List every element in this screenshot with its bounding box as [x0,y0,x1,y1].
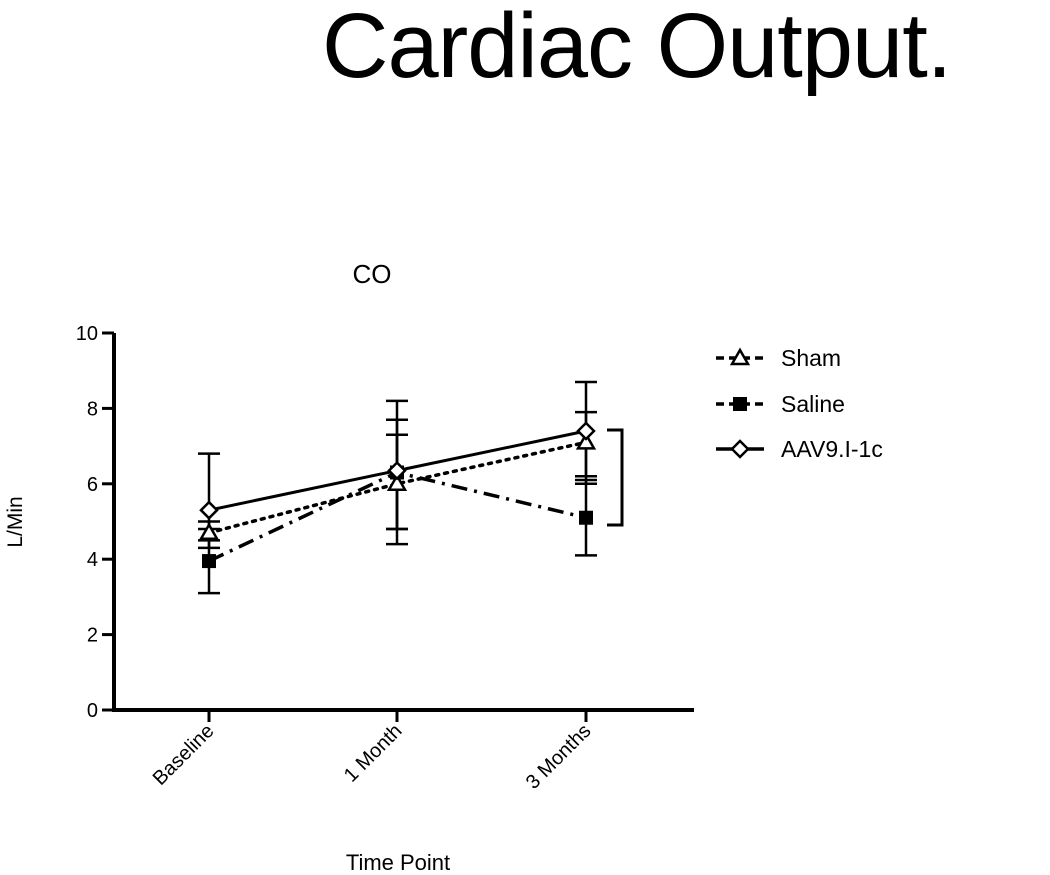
data-point-1-2 [579,510,593,525]
y-tick-label-0: 0 [87,700,98,722]
legend-marker-0 [729,347,751,366]
y-tick-label-10: 10 [76,323,98,345]
x-tick-label-2: 3 Months [522,720,596,794]
y-axis-label: L/Min [4,496,27,547]
legend-label-2: AAV9.I-1c [781,436,883,462]
legend-label-0: Sham [781,345,841,371]
data-point-2-2 [576,421,596,441]
series-line-0 [207,440,588,535]
y-tick-label-8: 8 [87,398,98,420]
y-tick-label-4: 4 [87,549,98,571]
data-point-1-0 [202,554,216,569]
significance-bracket [607,428,624,527]
x-tick-label-0: Baseline [149,720,219,790]
x-axis-label: Time Point [346,850,450,875]
chart-title: CO [353,259,392,289]
x-tick-label-1: 1 Month [340,720,407,787]
data-point-2-0 [199,500,219,520]
legend: Sham Saline AAV9.I-1c [716,345,883,462]
legend-marker-1 [733,397,747,411]
y-tick-label-6: 6 [87,474,98,496]
data-point-0-1 [386,473,408,492]
data-point-0-2 [575,431,597,450]
legend-marker-2 [730,439,750,459]
slide-title: Cardiac Output. [322,0,952,97]
y-tick-label-2: 2 [87,625,98,647]
data-point-0-0 [198,522,220,541]
data-point-2-1 [387,460,407,481]
legend-label-1: Saline [781,391,845,417]
